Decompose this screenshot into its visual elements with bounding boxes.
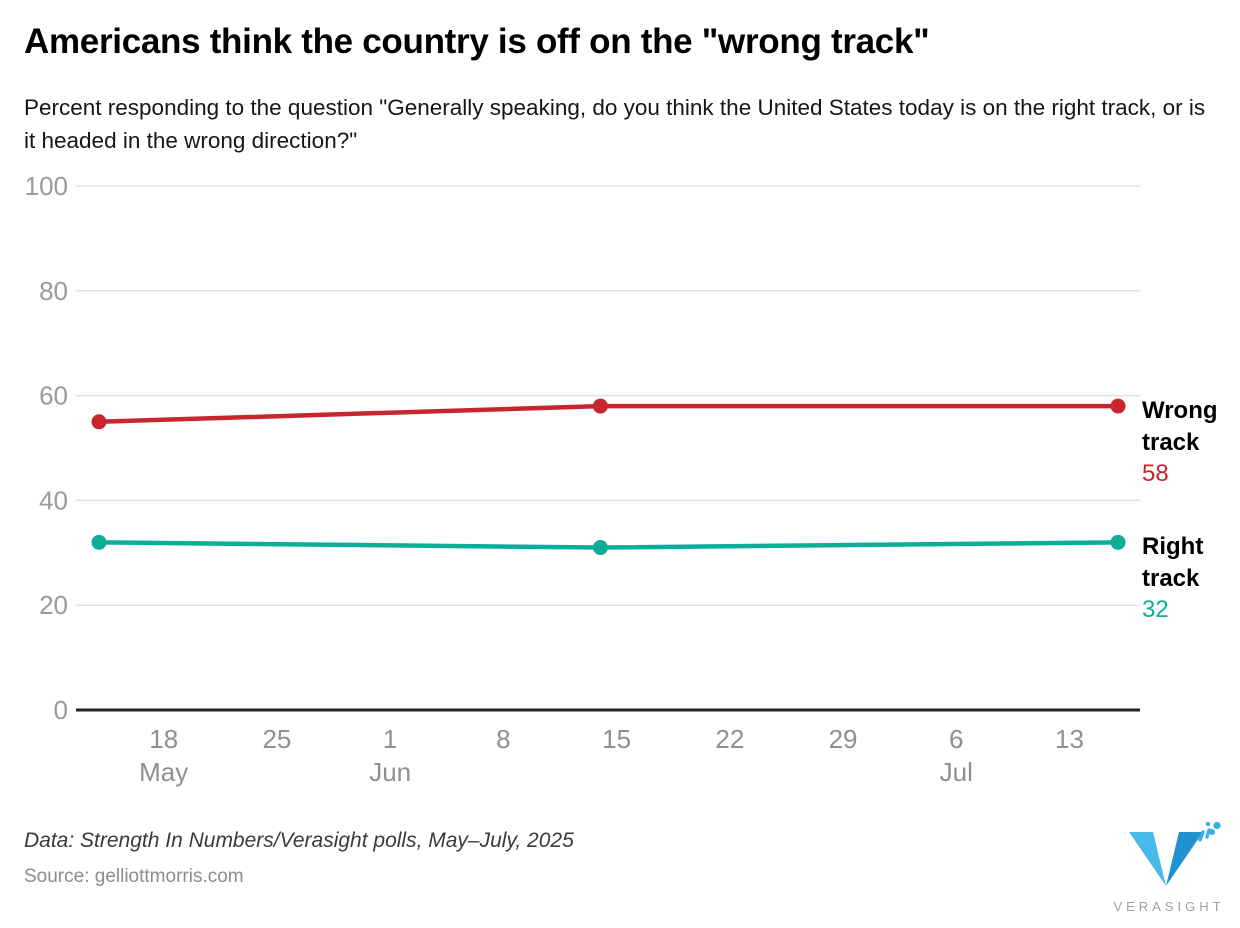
data-attribution: Data: Strength In Numbers/Verasight poll… — [24, 829, 574, 852]
series-end-value-wrong-track: 58 — [1142, 460, 1169, 487]
x-tick-day-label: 18 — [149, 724, 178, 754]
x-tick-month-label: Jul — [940, 757, 973, 787]
logo-motion-dots-icon — [1198, 821, 1221, 842]
x-tick-month-label: May — [139, 757, 188, 787]
x-tick-day-label: 1 — [383, 724, 397, 754]
logo-v-left-arm-icon — [1129, 832, 1166, 886]
x-tick-day-label: 15 — [602, 724, 631, 754]
data-point-wrong-track — [91, 414, 107, 430]
series-end-value-right-track: 32 — [1142, 596, 1169, 623]
chart-subtitle: Percent responding to the question "Gene… — [24, 95, 1206, 153]
y-tick-label: 80 — [39, 276, 68, 306]
y-tick-label: 60 — [39, 381, 68, 411]
x-tick-month-label: Jun — [369, 757, 411, 787]
verasight-logo: VERASIGHT — [1113, 821, 1224, 914]
series-line-right-track — [96, 540, 1121, 550]
y-tick-label: 100 — [25, 171, 68, 201]
data-point-right-track — [1110, 534, 1126, 550]
x-tick-day-label: 8 — [496, 724, 510, 754]
y-tick-label: 40 — [39, 485, 68, 515]
data-point-right-track — [592, 540, 608, 556]
x-tick-day-label: 6 — [949, 724, 963, 754]
logo-v-right-arm-icon — [1166, 832, 1203, 886]
x-tick-day-label: 29 — [829, 724, 858, 754]
series-end-label-right-track: Right track — [1142, 533, 1204, 592]
series-end-label-wrong-track: Wrong track — [1142, 397, 1218, 456]
x-tick-day-label: 22 — [715, 724, 744, 754]
source-attribution: Source: gelliottmorris.com — [24, 866, 244, 887]
series-line-wrong-track — [96, 403, 1121, 425]
chart-title: Americans think the country is off on th… — [24, 22, 930, 61]
logo-wordmark: VERASIGHT — [1113, 899, 1224, 914]
x-tick-day-label: 25 — [262, 724, 291, 754]
y-tick-label: 0 — [54, 695, 68, 725]
y-tick-label: 20 — [39, 590, 68, 620]
x-tick-day-label: 13 — [1055, 724, 1084, 754]
data-point-right-track — [91, 534, 107, 550]
data-point-wrong-track — [592, 398, 608, 414]
data-point-wrong-track — [1110, 398, 1126, 414]
